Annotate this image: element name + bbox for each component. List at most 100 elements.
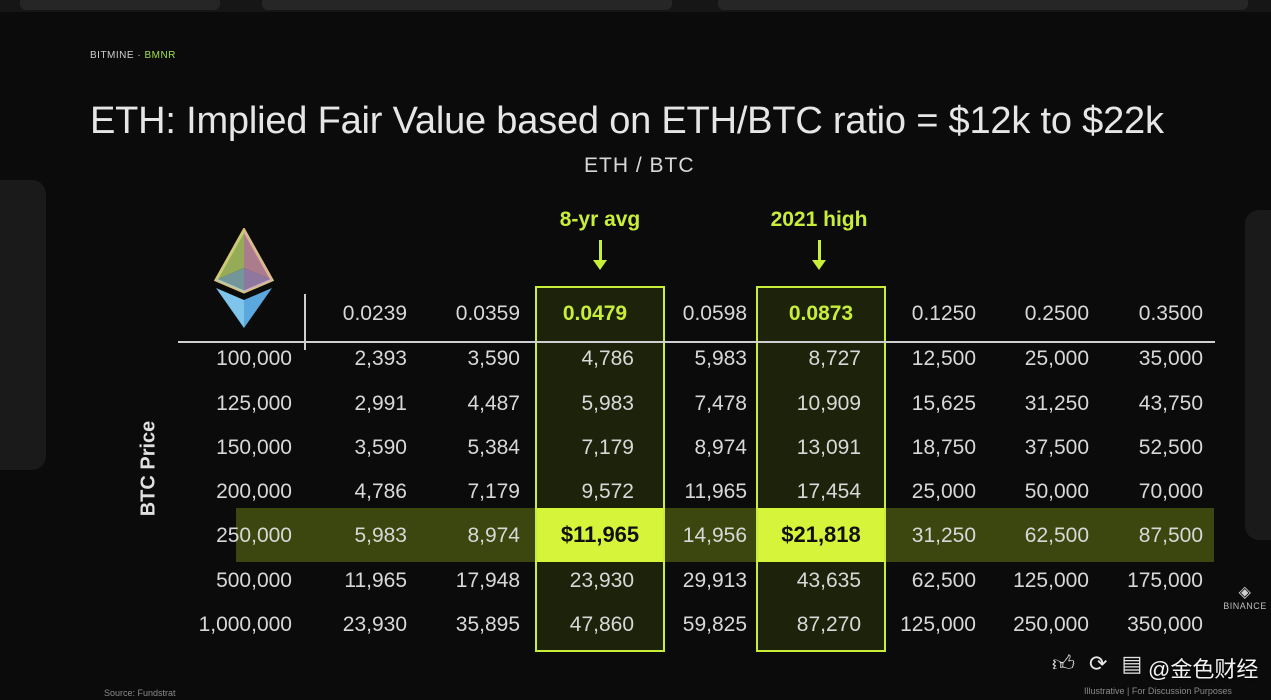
ratio-header: 0.0359	[455, 302, 520, 325]
value-cell: 13,091	[796, 436, 861, 459]
value-cell: 17,948	[455, 569, 520, 592]
column-axis-label: ETH / BTC	[584, 154, 695, 177]
thumbs-up-icon[interactable]: 👍︎	[1052, 651, 1075, 676]
value-cell: 87,500	[1138, 524, 1203, 547]
binance-watermark: ◈ BINANCE	[1218, 584, 1271, 612]
value-cell: 47,860	[569, 613, 634, 636]
ratio-header-highlight: 0.0479	[562, 302, 628, 325]
btc-price-cell: 500,000	[216, 569, 292, 592]
value-cell: 25,000	[911, 480, 976, 503]
fair-value-high: $21,818	[781, 522, 861, 547]
ratio-header: 0.0239	[342, 302, 407, 325]
highlight-cell-8yr-avg	[537, 508, 663, 562]
value-cell: 23,930	[342, 613, 407, 636]
down-arrow-icon	[812, 240, 826, 270]
value-cell: 35,895	[455, 613, 520, 636]
value-cell: 175,000	[1127, 569, 1203, 592]
value-cell: 11,965	[684, 480, 747, 503]
binance-icon: ◈	[1238, 584, 1252, 601]
comment-icon[interactable]: ▤	[1121, 651, 1143, 676]
brand-label: BITMINE · BMNR	[90, 50, 176, 61]
ratio-header: 0.2500	[1024, 302, 1089, 325]
publisher-watermark: @金色财经	[1148, 657, 1259, 682]
highlight-row-250000	[236, 508, 1214, 562]
value-cell: 23,930	[569, 569, 634, 592]
down-arrow-icon	[593, 240, 607, 270]
ratio-header: 0.3500	[1138, 302, 1203, 325]
value-cell: 7,179	[467, 480, 520, 503]
btc-price-cell: 1,000,000	[198, 613, 292, 636]
value-cell: 350,000	[1127, 613, 1203, 636]
value-cell: 7,179	[581, 436, 634, 459]
share-icon[interactable]: ⟳	[1089, 651, 1108, 676]
btc-price-cell: 250,000	[216, 524, 292, 547]
row-axis-label: BTC Price	[137, 420, 160, 517]
binance-label: BINANCE	[1223, 601, 1267, 611]
value-cell: 14,956	[682, 524, 747, 547]
table-vertical-divider	[304, 294, 306, 350]
value-cell: 62,500	[1024, 524, 1089, 547]
value-cell: 70,000	[1138, 480, 1203, 503]
brand-separator: ·	[134, 50, 145, 61]
side-panel-right	[1245, 210, 1271, 540]
ratio-header: 0.0598	[682, 302, 747, 325]
disclaimer-text: Illustrative | For Discussion Purposes	[1084, 686, 1232, 696]
value-cell: 43,635	[796, 569, 861, 592]
ethereum-logo-icon	[213, 228, 275, 328]
value-cell: 11,965	[344, 569, 407, 592]
value-cell: 62,500	[911, 569, 976, 592]
value-cell: 31,250	[1024, 392, 1089, 415]
value-cell: 18,750	[911, 436, 976, 459]
value-cell: 8,974	[467, 524, 520, 547]
brand-company: BITMINE	[90, 50, 135, 61]
page-title: ETH: Implied Fair Value based on ETH/BTC…	[90, 100, 1164, 142]
value-cell: 5,983	[581, 392, 634, 415]
value-cell: 12,500	[911, 347, 976, 370]
value-cell: 35,000	[1138, 347, 1203, 370]
value-cell: 50,000	[1024, 480, 1089, 503]
highlight-column-2021-high	[756, 286, 886, 652]
value-cell: 5,384	[467, 436, 520, 459]
ratio-header-highlight: 0.0873	[788, 302, 854, 325]
value-cell: 52,500	[1138, 436, 1203, 459]
value-cell: 29,913	[682, 569, 747, 592]
callout-2021-high: 2021 high	[770, 208, 868, 231]
value-cell: 43,750	[1138, 392, 1203, 415]
top-bar-segment	[20, 0, 220, 10]
btc-price-cell: 125,000	[216, 392, 292, 415]
highlight-column-8yr-avg	[535, 286, 665, 652]
value-cell: 2,393	[354, 347, 407, 370]
top-bar-segment	[718, 0, 1248, 10]
value-cell: 250,000	[1013, 613, 1089, 636]
value-cell: 4,786	[354, 480, 407, 503]
value-cell: 25,000	[1024, 347, 1089, 370]
value-cell: 4,487	[467, 392, 520, 415]
value-cell: 5,983	[354, 524, 407, 547]
value-cell: 125,000	[900, 613, 976, 636]
value-cell: 2,991	[354, 392, 407, 415]
brand-ticker: BMNR	[144, 50, 176, 61]
value-cell: 3,590	[354, 436, 407, 459]
value-cell: 15,625	[911, 392, 976, 415]
table-horizontal-divider	[178, 341, 1215, 343]
value-cell: 8,727	[808, 347, 861, 370]
value-cell: 87,270	[796, 613, 861, 636]
value-cell: 10,909	[796, 392, 861, 415]
top-bar	[0, 0, 1271, 12]
value-cell: 59,825	[682, 613, 747, 636]
highlight-cell-2021-high	[758, 508, 884, 562]
btc-price-cell: 150,000	[216, 436, 292, 459]
btc-price-cell: 100,000	[216, 347, 292, 370]
btc-price-cell: 200,000	[216, 480, 292, 503]
side-panel-left	[0, 180, 46, 470]
fair-value-low: $11,965	[560, 522, 640, 547]
callout-8yr-avg: 8-yr avg	[559, 208, 641, 231]
value-cell: 37,500	[1024, 436, 1089, 459]
value-cell: 4,786	[581, 347, 634, 370]
value-cell: 9,572	[581, 480, 634, 503]
value-cell: 3,590	[467, 347, 520, 370]
social-actions: 👍︎ ⟳ ▤	[1052, 650, 1156, 677]
value-cell: 17,454	[796, 480, 861, 503]
value-cell: 7,478	[694, 392, 747, 415]
value-cell: 5,983	[694, 347, 747, 370]
